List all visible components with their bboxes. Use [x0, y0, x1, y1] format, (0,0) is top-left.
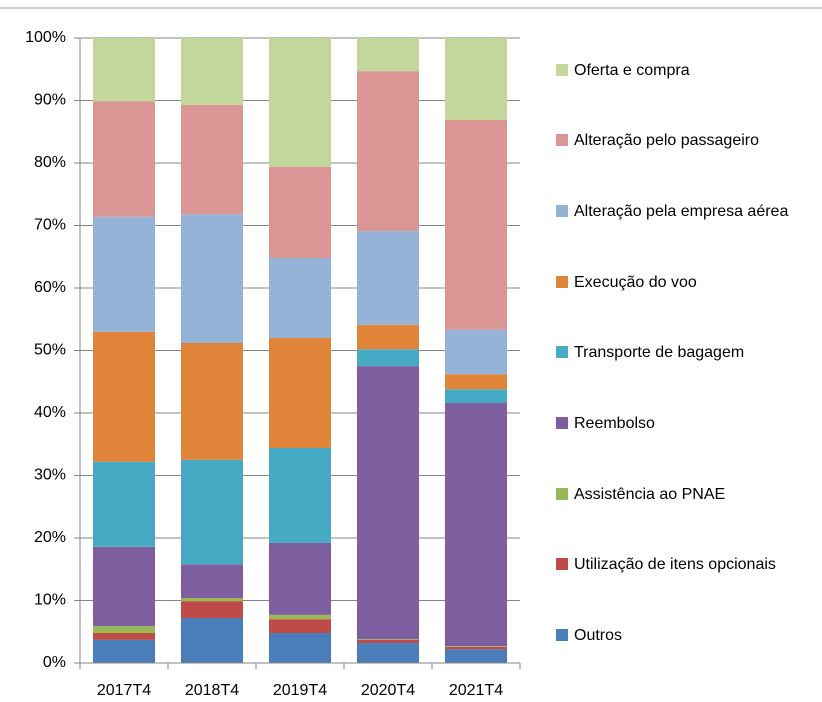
bar-segment [357, 38, 419, 72]
bar-segment [357, 324, 419, 350]
legend-swatch [556, 558, 568, 571]
bar-segment [445, 649, 507, 663]
bar-segment [181, 598, 243, 602]
legend-swatch [556, 346, 568, 359]
bar-segment [269, 258, 331, 338]
legend-swatch [556, 204, 568, 217]
bar-segment [357, 71, 419, 232]
bar-segment [93, 626, 155, 633]
bar-segment [269, 619, 331, 633]
y-tick-label: 0% [43, 654, 66, 671]
bar-segment [181, 104, 243, 215]
y-tick-label: 70% [34, 217, 66, 234]
legend-item: Outros [556, 623, 818, 648]
legend-swatch [556, 63, 568, 76]
bar-segment [445, 38, 507, 120]
y-tick-label: 90% [34, 92, 66, 109]
bar-segment [357, 639, 419, 643]
bar-segment [357, 349, 419, 367]
bar-segment [445, 389, 507, 403]
bar-segment [93, 38, 155, 102]
bar-segment [269, 614, 331, 620]
bar-segment [181, 343, 243, 460]
y-tick-label: 40% [34, 404, 66, 421]
bar-segment [93, 216, 155, 332]
y-tick-label: 60% [34, 279, 66, 296]
bar-segment [269, 338, 331, 448]
bar-segment [93, 101, 155, 217]
bar-segment [357, 643, 419, 663]
bar-segment [181, 214, 243, 343]
legend-item: Execução do voo [556, 270, 818, 295]
x-tick-label: 2018T4 [185, 682, 239, 699]
x-tick-label: 2019T4 [273, 682, 327, 699]
bar-segment [93, 546, 155, 627]
legend-swatch [556, 134, 568, 147]
bar-segment [93, 331, 155, 462]
legend-label: Alteração pelo passageiro [574, 132, 760, 150]
legend-label: Assistência ao PNAE [574, 485, 726, 503]
bar-segment [93, 639, 155, 663]
bar-segment [357, 639, 419, 640]
legend-label: Execução do voo [574, 273, 697, 291]
y-tick-label: 10% [34, 592, 66, 609]
bar-segment [357, 231, 419, 325]
legend-label: Oferta e compra [574, 61, 690, 79]
bar-segment [445, 646, 507, 650]
y-tick-label: 50% [34, 342, 66, 359]
bar-segment [445, 329, 507, 375]
bar-segment [269, 166, 331, 258]
legend-label: Outros [574, 627, 623, 645]
x-tick-label: 2021T4 [449, 682, 503, 699]
y-tick-label: 100% [25, 29, 66, 46]
legend-item: Assistência ao PNAE [556, 482, 818, 507]
bar-segment [445, 403, 507, 647]
bar-segment [445, 374, 507, 390]
x-tick-label: 2017T4 [97, 682, 151, 699]
x-tick-label: 2020T4 [361, 682, 415, 699]
y-tick-label: 80% [34, 154, 66, 171]
bar-segment [269, 38, 331, 167]
bar-segment [445, 646, 507, 647]
legend-item: Alteração pela empresa aérea [556, 199, 818, 224]
legend-item: Transporte de bagagem [556, 340, 818, 365]
y-tick-label: 30% [34, 467, 66, 484]
y-tick-label: 20% [34, 529, 66, 546]
bar-segment [93, 461, 155, 547]
bar-segment [357, 366, 419, 640]
bar-segment [181, 459, 243, 565]
bar-segment [181, 38, 243, 105]
bar-segment [269, 448, 331, 543]
legend-swatch [556, 275, 568, 288]
legend-item: Alteração pelo passageiro [556, 128, 818, 153]
bar-segment [269, 543, 331, 615]
legend-label: Reembolso [574, 415, 655, 432]
legend-item: Oferta e compra [556, 58, 818, 83]
legend-swatch [556, 417, 568, 429]
bar-segment [445, 119, 507, 330]
bar-segment [93, 633, 155, 640]
legend-swatch [556, 629, 568, 642]
legend-label: Transporte de bagagem [574, 344, 745, 362]
legend-label: Utilização de itens opcionais [574, 556, 776, 574]
bar-segment [181, 618, 243, 663]
legend-item: Utilização de itens opcionais [556, 552, 818, 577]
bar-segment [181, 601, 243, 618]
legend-item: Reembolso [556, 411, 818, 436]
legend-label: Alteração pela empresa aérea [574, 202, 789, 220]
bar-segment [269, 633, 331, 663]
bar-segment [181, 564, 243, 598]
legend-swatch [556, 487, 568, 500]
